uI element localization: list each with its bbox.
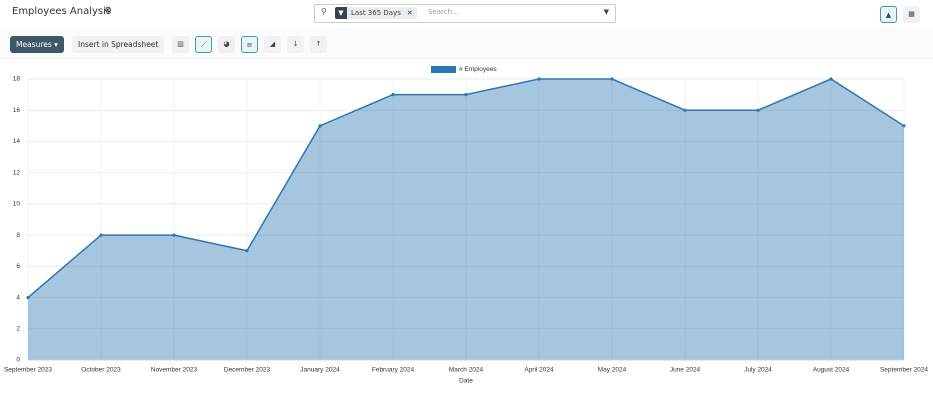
breadcrumb-title: Employees Analysis [12,6,112,17]
y-tick-label: 12 [13,169,21,176]
graph-view-button[interactable]: ▲ [880,6,897,23]
x-tick-label: November 2023 [151,367,198,374]
data-point [172,233,176,237]
x-axis-label: Date [459,378,473,385]
data-point [99,233,103,237]
gear-icon[interactable]: ⚙ [104,6,113,16]
y-tick-label: 10 [13,201,21,208]
area-fill [28,79,904,360]
data-point [829,77,833,81]
facet-remove[interactable]: ✕ [406,9,413,17]
insert-spreadsheet-button[interactable]: Insert in Spreadsheet [72,36,165,53]
y-tick-label: 2 [16,325,20,332]
sort-desc-button[interactable]: ↓ [287,36,304,53]
x-tick-label: April 2024 [524,367,554,374]
pie-chart-button[interactable]: ◕ [218,36,235,53]
x-tick-label: October 2023 [81,367,121,374]
stacked-button[interactable]: ≡ [241,36,258,53]
y-tick-label: 8 [16,232,20,239]
legend-label: # Employees [459,66,497,73]
data-point [537,77,541,81]
measures-button[interactable]: Measures ▾ [10,36,64,53]
x-tick-label: December 2023 [224,367,271,374]
search-placeholder: Search... [428,8,459,16]
y-tick-label: 6 [16,263,20,270]
x-tick-label: August 2024 [813,367,850,374]
x-tick-label: February 2024 [372,367,415,374]
cumulative-button[interactable]: ◢ [264,36,281,53]
search-icon: ⚲ [321,7,327,16]
filter-icon: ▼ [335,7,347,19]
x-tick-label: March 2024 [449,367,484,374]
sort-asc-button[interactable]: ↑ [310,36,327,53]
pivot-view-button[interactable]: ▦ [903,6,920,23]
y-tick-label: 16 [13,107,21,114]
data-point [756,108,760,112]
x-tick-label: January 2024 [300,367,340,374]
legend-swatch [431,66,456,73]
bar-chart-button[interactable]: ▥ [172,36,189,53]
x-tick-label: May 2024 [598,367,627,374]
line-chart-button[interactable]: ⟋ [195,36,212,53]
data-point [26,295,30,300]
data-point [902,124,906,128]
data-point [245,249,249,253]
data-point [683,108,687,112]
filter-facet[interactable]: ▼ Last 365 Days ✕ [335,7,417,19]
x-tick-label: June 2024 [670,367,701,374]
x-tick-label: July 2024 [744,367,772,374]
y-tick-label: 0 [16,357,20,364]
y-tick-label: 14 [13,138,21,145]
search-box[interactable]: ▼ Last 365 Days ✕ Search... ▼ [314,4,616,23]
data-point [464,93,468,97]
data-point [318,124,322,128]
measures-label: Measures [16,40,52,49]
x-tick-label: September 2023 [4,367,52,374]
y-tick-label: 18 [13,76,21,83]
facet-label: Last 365 Days [351,9,401,17]
data-point [391,93,395,97]
y-tick-label: 4 [16,294,20,301]
data-point [610,77,614,81]
search-dropdown[interactable]: ▼ [603,8,609,16]
x-tick-label: September 2024 [880,367,928,374]
